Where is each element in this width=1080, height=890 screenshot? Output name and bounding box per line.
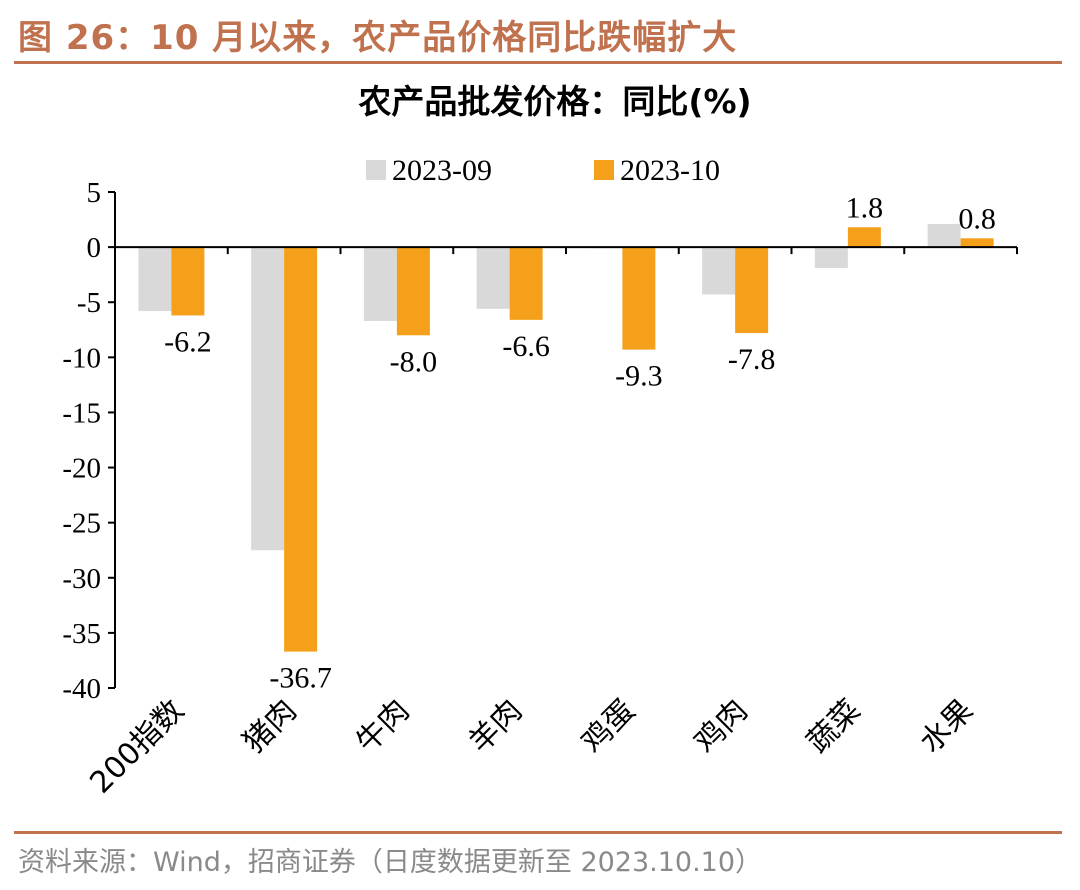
bar-2023-09-鸡肉 <box>702 247 736 295</box>
data-label-鸡蛋: -9.3 <box>615 360 663 393</box>
x-category-label: 蔬菜 <box>800 693 867 760</box>
legend-label-2023-10: 2023-10 <box>620 154 720 187</box>
y-tick-label: -30 <box>62 563 101 595</box>
x-category-label: 鸡蛋 <box>575 693 642 760</box>
legend: 2023-09 2023-10 <box>366 154 720 187</box>
y-tick-label: -25 <box>62 508 101 540</box>
y-tick-label: -10 <box>62 342 101 374</box>
bar-2023-09-羊肉 <box>476 247 510 309</box>
x-category-label: 牛肉 <box>349 693 416 760</box>
bar-2023-10-猪肉 <box>284 247 318 652</box>
chart-title: 农产品批发价格：同比(%) <box>358 82 751 121</box>
bar-2023-09-牛肉 <box>363 247 397 321</box>
bar-2023-10-水果 <box>960 238 994 248</box>
bar-2023-09-猪肉 <box>251 247 285 551</box>
x-category-label: 鸡肉 <box>688 693 755 760</box>
legend-swatch-2023-10 <box>594 160 614 180</box>
x-category-label: 猪肉 <box>237 693 304 760</box>
y-tick-label: -40 <box>62 673 101 705</box>
bar-2023-09-水果 <box>927 223 961 248</box>
data-label-蔬菜: 1.8 <box>846 191 884 224</box>
x-category-label: 200指数 <box>83 693 191 801</box>
y-tick-label: -20 <box>62 453 101 485</box>
title-rule <box>14 61 1062 64</box>
x-axis: 200指数 猪肉 牛肉 羊肉 鸡蛋 鸡肉 蔬菜 水果 <box>83 246 1018 801</box>
bar-2023-10-牛肉 <box>396 247 430 336</box>
y-axis: 5 0 -5 -10 -15 -20 -25 -30 -35 -40 <box>62 177 116 705</box>
bar-2023-10-鸡肉 <box>735 247 769 334</box>
y-tick-label: -5 <box>77 287 101 319</box>
source-rule <box>14 831 1062 834</box>
bar-2023-09-200指数 <box>138 247 172 312</box>
data-labels: -6.2 -36.7 -8.0 -6.6 -9.3 -7.8 1.8 0.8 <box>164 191 996 694</box>
bar-2023-10-蔬菜 <box>847 227 881 248</box>
data-label-牛肉: -8.0 <box>390 345 438 378</box>
bar-2023-09-蔬菜 <box>814 247 848 269</box>
data-label-200指数: -6.2 <box>164 325 212 358</box>
figure-title: 图 26：10 月以来，农产品价格同比跌幅扩大 <box>18 18 738 58</box>
data-label-羊肉: -6.6 <box>502 330 550 363</box>
bar-2023-10-鸡蛋 <box>622 247 656 350</box>
bar-chart: 农产品批发价格：同比(%) 2023-09 2023-10 5 0 -5 -10 -15… <box>62 82 1018 801</box>
y-tick-label: 0 <box>87 232 102 264</box>
legend-swatch-2023-09 <box>366 160 386 180</box>
source-note: 资料来源：Wind，招商证券（日度数据更新至 2023.10.10） <box>18 847 763 878</box>
x-category-label: 水果 <box>913 693 980 760</box>
data-label-鸡肉: -7.8 <box>728 343 776 376</box>
bars <box>138 223 994 652</box>
data-label-猪肉: -36.7 <box>269 662 332 695</box>
bar-2023-10-200指数 <box>171 247 205 316</box>
bar-2023-10-羊肉 <box>509 247 543 320</box>
y-tick-label: 5 <box>87 177 102 209</box>
data-label-水果: 0.8 <box>958 202 996 235</box>
y-tick-label: -15 <box>62 397 101 429</box>
y-tick-label: -35 <box>62 618 101 650</box>
legend-label-2023-09: 2023-09 <box>392 154 492 187</box>
x-category-label: 羊肉 <box>462 693 529 760</box>
